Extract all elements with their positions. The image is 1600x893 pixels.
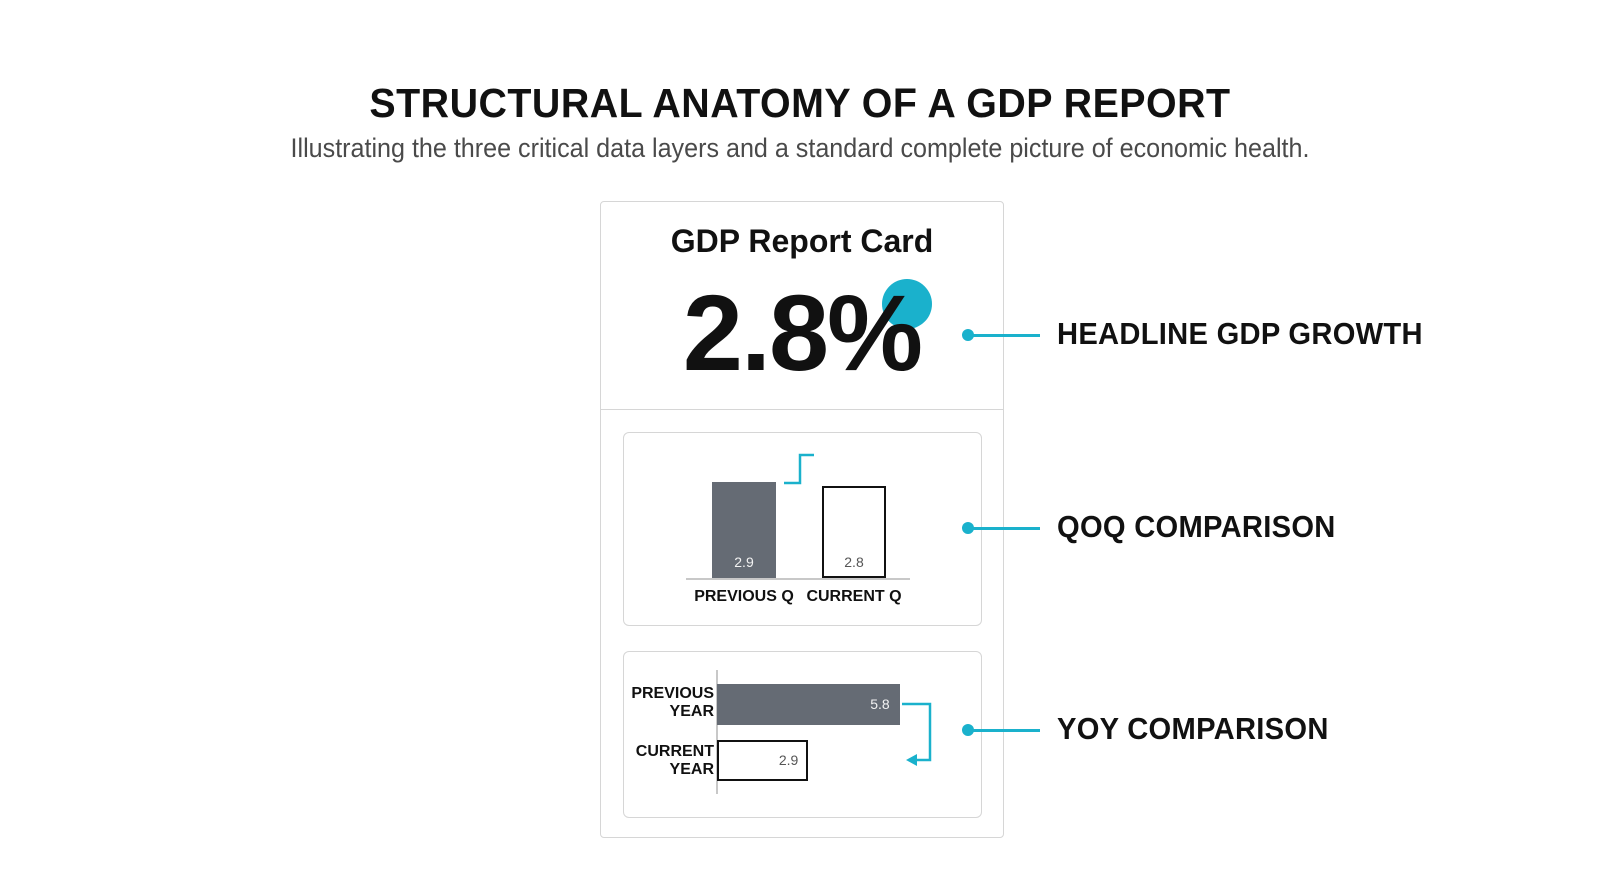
previous-year-label: PREVIOUS YEAR [624, 685, 714, 721]
page-title: STRUCTURAL ANATOMY OF A GDP REPORT [369, 80, 1231, 126]
previous-year-value: 5.8 [870, 696, 890, 712]
callout-yoy-label: YOY COMPARISON [1057, 711, 1329, 746]
callout-qoq-label: QOQ COMPARISON [1057, 509, 1336, 544]
current-q-label: CURRENT Q [806, 588, 902, 605]
yoy-axis [716, 670, 718, 794]
current-year-label-line-2: YEAR [669, 761, 714, 778]
previous-q-label: PREVIOUS Q [694, 588, 794, 605]
previous-q-bar [712, 482, 776, 578]
accent-dot [882, 279, 932, 329]
previous-year-label-line-2: YEAR [669, 703, 714, 720]
current-year-value: 2.9 [778, 752, 799, 768]
current-q-value: 2.8 [844, 554, 864, 570]
callout-headline-label: HEADLINE GDP GROWTH [1057, 316, 1423, 351]
callout-headline-line [968, 334, 1040, 337]
qoq-chart-panel: 2.9 2.8 PREVIOUS Q CURRENT Q [623, 432, 982, 626]
current-year-bar [717, 740, 809, 781]
qoq-baseline [686, 578, 910, 580]
card-title: GDP Report Card [670, 223, 934, 259]
headline-gdp-value: 2.8% [682, 272, 923, 393]
previous-year-label-line-1: PREVIOUS [631, 685, 714, 702]
page-subtitle: Illustrating the three critical data lay… [290, 133, 1310, 163]
callout-yoy-line [968, 729, 1040, 732]
current-q-bar [822, 485, 886, 578]
gdp-report-card: GDP Report Card 2.8% 2.9 2.8 PREVIOUS Q … [600, 201, 1004, 838]
qoq-connector [784, 453, 814, 485]
current-year-label: CURRENT YEAR [624, 743, 714, 779]
current-year-label-line-1: CURRENT [635, 743, 714, 760]
previous-year-bar [717, 684, 900, 725]
yoy-chart-panel: PREVIOUS YEAR CURRENT YEAR 5.8 2.9 [623, 651, 982, 818]
headline-section: GDP Report Card 2.8% [601, 202, 1003, 410]
yoy-connector [902, 702, 932, 766]
callout-qoq-line [968, 527, 1040, 530]
previous-q-value: 2.9 [734, 554, 754, 570]
